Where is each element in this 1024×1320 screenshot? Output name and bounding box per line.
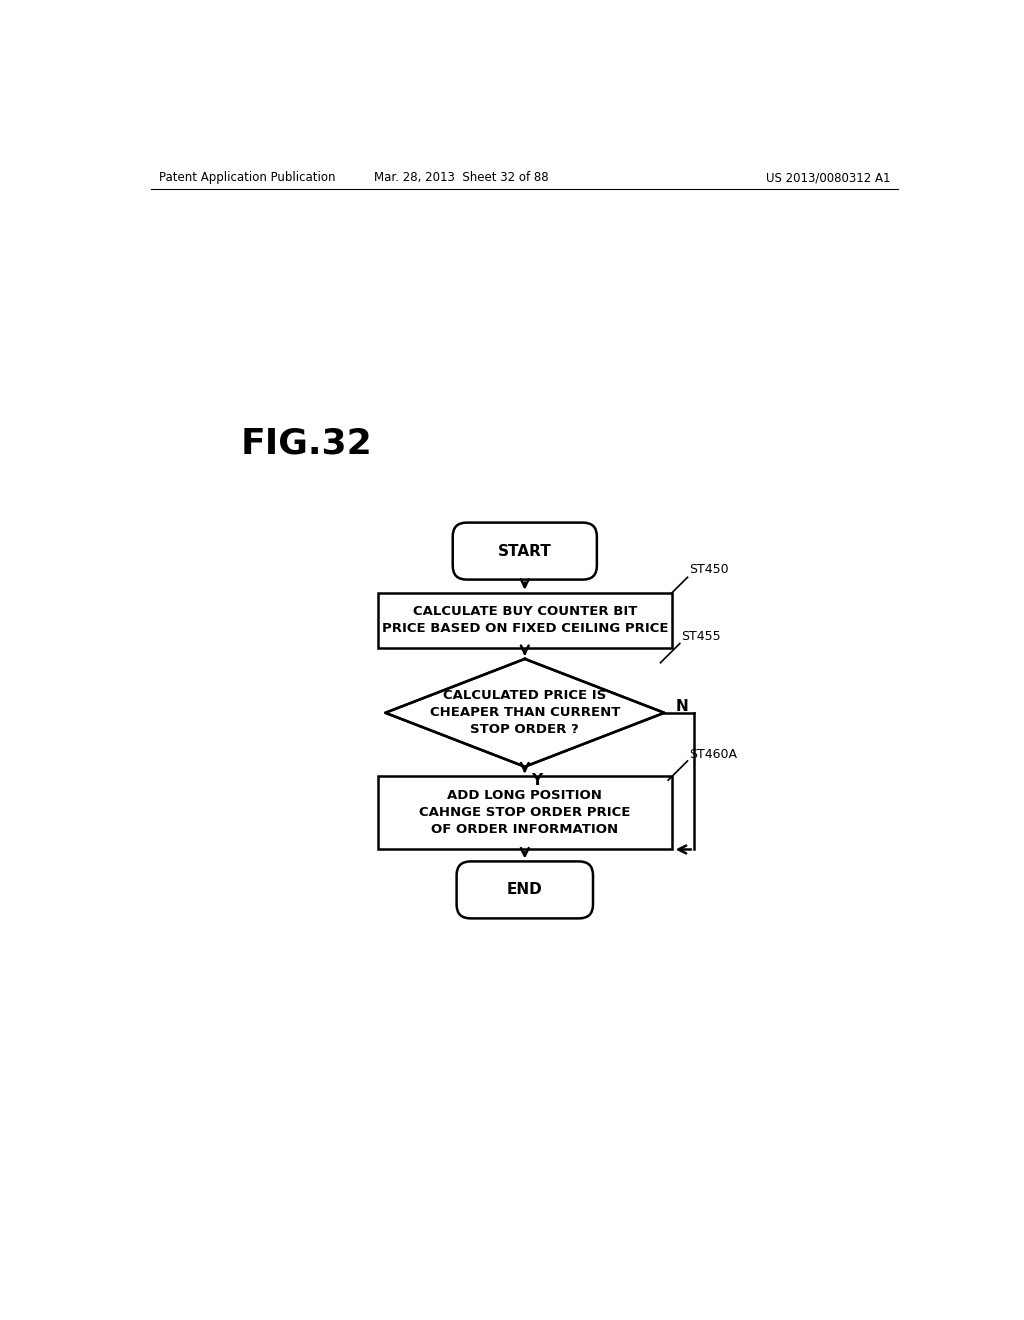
Text: START: START <box>498 544 552 558</box>
Text: ADD LONG POSITION
CAHNGE STOP ORDER PRICE
OF ORDER INFORMATION: ADD LONG POSITION CAHNGE STOP ORDER PRIC… <box>419 789 631 837</box>
Text: CALCULATE BUY COUNTER BIT
PRICE BASED ON FIXED CEILING PRICE: CALCULATE BUY COUNTER BIT PRICE BASED ON… <box>382 606 668 635</box>
Text: Mar. 28, 2013  Sheet 32 of 88: Mar. 28, 2013 Sheet 32 of 88 <box>374 172 549 185</box>
Text: Y: Y <box>531 774 542 788</box>
FancyBboxPatch shape <box>457 862 593 919</box>
Text: CALCULATED PRICE IS
CHEAPER THAN CURRENT
STOP ORDER ?: CALCULATED PRICE IS CHEAPER THAN CURRENT… <box>430 689 620 737</box>
Text: ST450: ST450 <box>689 562 729 576</box>
Bar <box>378 776 672 850</box>
Text: ST460A: ST460A <box>689 748 737 760</box>
Polygon shape <box>385 659 665 767</box>
Bar <box>378 593 672 648</box>
Text: ST455: ST455 <box>681 631 721 644</box>
Text: Patent Application Publication: Patent Application Publication <box>159 172 336 185</box>
Text: N: N <box>676 700 689 714</box>
Text: FIG.32: FIG.32 <box>241 426 372 461</box>
FancyBboxPatch shape <box>453 523 597 579</box>
Text: US 2013/0080312 A1: US 2013/0080312 A1 <box>766 172 891 185</box>
Text: END: END <box>507 882 543 898</box>
